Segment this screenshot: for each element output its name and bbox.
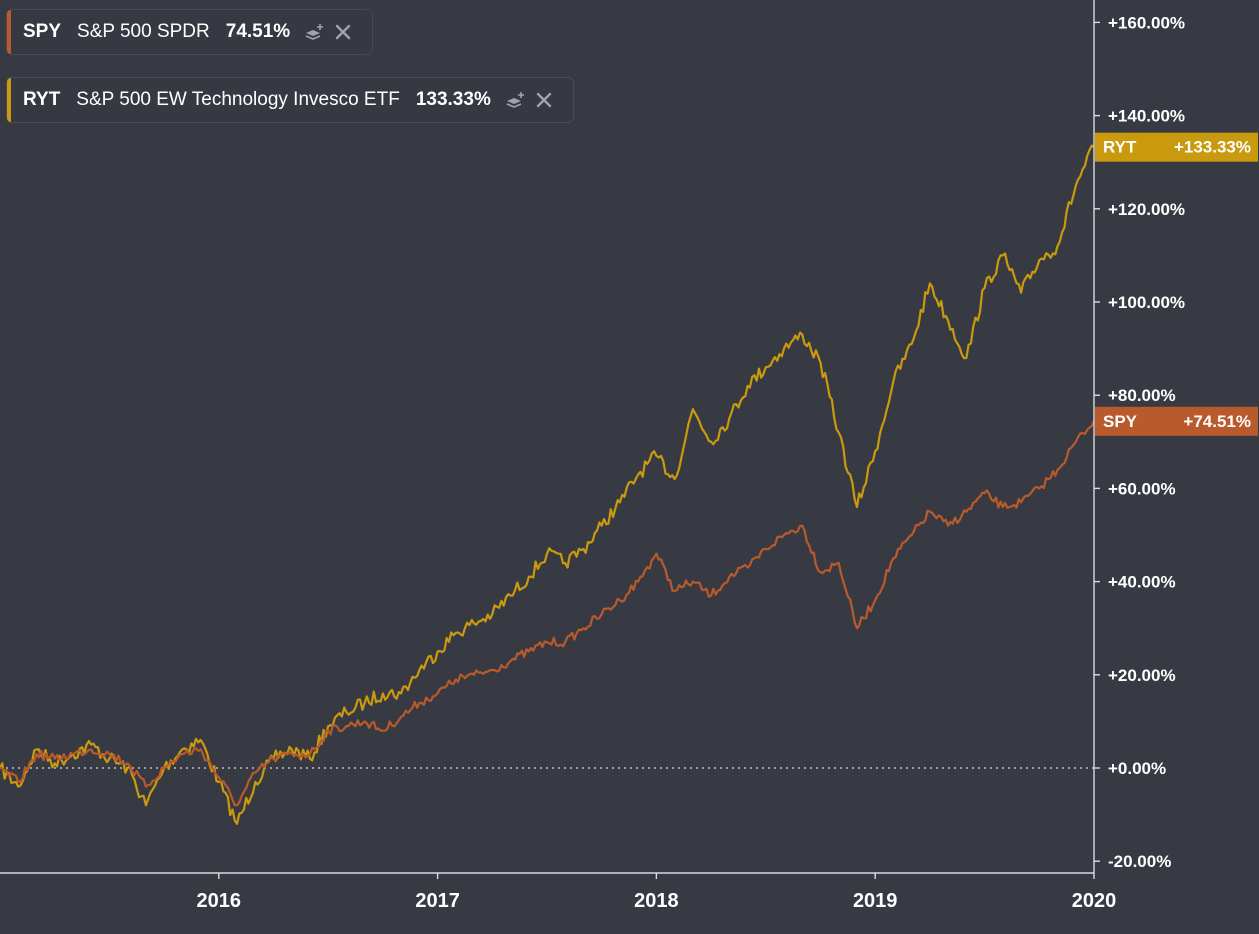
y-tick-label: +20.00% [1108, 666, 1176, 685]
legend-item-spy[interactable]: SPY S&P 500 SPDR 74.51% [6, 9, 374, 55]
x-axis: 2016 2017 2018 2019 2020 [197, 873, 1117, 912]
y-tick-label: +60.00% [1108, 479, 1176, 498]
legend-symbol: RYT [23, 89, 61, 110]
series-color-stripe [7, 78, 11, 122]
legend-name: S&P 500 SPDR [77, 21, 210, 42]
x-tick-label: 2018 [634, 890, 679, 912]
last-value-tag-ryt: RYT +133.33% [1095, 132, 1258, 162]
y-tick-label: +140.00% [1108, 107, 1185, 126]
tag-value: +74.51% [1183, 412, 1251, 431]
tag-symbol: SPY [1103, 412, 1138, 431]
y-tick-label: -20.00% [1108, 852, 1171, 871]
close-icon[interactable] [332, 21, 354, 43]
legend-value: 133.33% [415, 89, 491, 110]
legend-symbol: SPY [23, 21, 62, 42]
y-axis: +160.00% +140.00% +120.00% +100.00% +80.00% +… [1094, 13, 1185, 871]
y-tick-label: +0.00% [1108, 759, 1166, 778]
tag-background [1095, 406, 1258, 436]
legend-name: S&P 500 EW Technology Invesco ETF [76, 89, 400, 110]
series-color-stripe [7, 10, 11, 54]
last-value-tag-spy: SPY +74.51% [1095, 406, 1258, 436]
series-line-spy [0, 420, 1096, 807]
layers-plus-icon[interactable] [505, 89, 527, 111]
legend-value: 74.51% [225, 21, 291, 42]
x-tick-label: 2017 [415, 890, 460, 912]
y-tick-label: +100.00% [1108, 293, 1185, 312]
tag-symbol: RYT [1103, 138, 1137, 157]
legend-item-ryt[interactable]: RYT S&P 500 EW Technology Invesco ETF 13… [6, 77, 574, 123]
layers-plus-icon[interactable] [304, 21, 326, 43]
y-tick-label: +120.00% [1108, 200, 1185, 219]
y-tick-label: +80.00% [1108, 386, 1176, 405]
tag-value: +133.33% [1174, 138, 1251, 157]
x-tick-label: 2019 [853, 890, 898, 912]
tag-background [1095, 132, 1258, 162]
x-tick-label: 2016 [197, 890, 242, 912]
series-layer [0, 144, 1096, 825]
last-value-tags: RYT +133.33% SPY +74.51% [1095, 132, 1258, 436]
y-tick-label: +160.00% [1108, 13, 1185, 32]
close-icon[interactable] [533, 89, 555, 111]
y-tick-label: +40.00% [1108, 573, 1176, 592]
x-tick-label: 2020 [1072, 890, 1117, 912]
series-line-ryt [0, 144, 1095, 825]
